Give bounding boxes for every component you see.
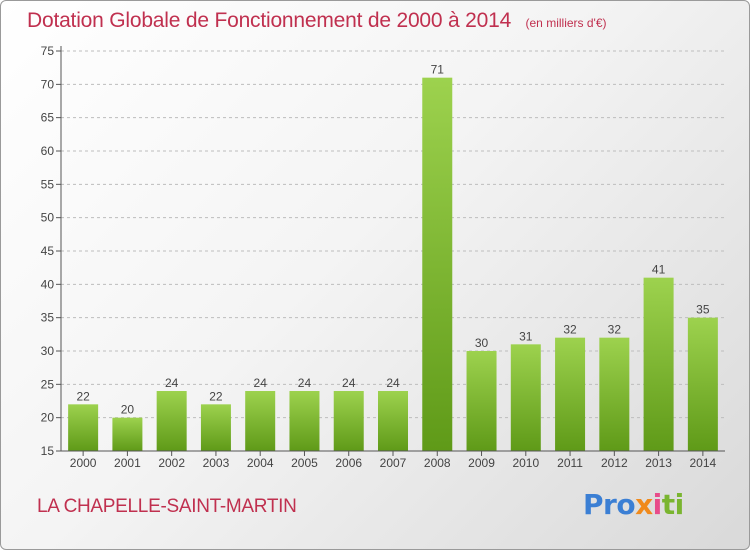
bar xyxy=(510,344,541,451)
x-tick-label: 2008 xyxy=(424,456,451,470)
axes: 15 20 25 30 35 40 45 50 55 60 65 70 75 2000 2001 2002 20… xyxy=(41,44,725,470)
chart-units: (en milliers d'€) xyxy=(525,16,607,30)
x-tick-label: 2010 xyxy=(512,456,539,470)
bar xyxy=(599,337,630,451)
value-label: 24 xyxy=(386,376,400,390)
chart-title: Dotation Globale de Fonctionnement de 20… xyxy=(27,9,512,32)
value-label: 71 xyxy=(431,63,445,77)
x-tick-label: 2006 xyxy=(335,456,362,470)
y-tick-label: 65 xyxy=(41,111,55,125)
bar xyxy=(643,277,674,451)
logo-letters-ti: ti xyxy=(661,488,684,521)
bar xyxy=(466,351,497,451)
y-tick-label: 40 xyxy=(41,277,55,291)
x-tick-label: 2011 xyxy=(557,456,583,470)
x-tick-label: 2000 xyxy=(70,456,97,470)
value-label: 24 xyxy=(254,376,268,390)
x-tick-label: 2009 xyxy=(468,456,495,470)
x-tick-label: 2004 xyxy=(247,456,274,470)
bar xyxy=(156,391,187,451)
y-tick-label: 30 xyxy=(41,344,55,358)
value-label: 24 xyxy=(165,376,179,390)
x-tick-label: 2005 xyxy=(291,456,318,470)
y-tick-label: 60 xyxy=(41,144,55,158)
logo-letter-x: x xyxy=(635,488,653,521)
value-label: 32 xyxy=(563,323,577,337)
value-label: 20 xyxy=(121,403,135,417)
logo-letters-pro: Pro xyxy=(583,488,636,521)
bar xyxy=(378,391,408,451)
x-tick-label: 2014 xyxy=(690,456,717,470)
value-label: 35 xyxy=(696,303,710,317)
bar xyxy=(555,337,586,451)
bar xyxy=(289,391,320,451)
y-tick-label: 35 xyxy=(41,311,55,325)
x-tick-label: 2001 xyxy=(114,456,141,470)
value-label: 24 xyxy=(298,376,312,390)
proxiti-logo[interactable]: Proxiti xyxy=(583,488,684,521)
bar xyxy=(422,77,453,452)
x-tick-label: 2013 xyxy=(645,456,672,470)
y-tick-label: 45 xyxy=(41,244,55,258)
x-tick-label: 2003 xyxy=(203,456,230,470)
logo-letter-i: i xyxy=(652,488,663,521)
y-tick-label: 15 xyxy=(41,444,55,458)
x-tick-label: 2007 xyxy=(380,456,407,470)
bar xyxy=(200,404,231,451)
value-label: 31 xyxy=(519,329,533,343)
title-row: Dotation Globale de Fonctionnement de 20… xyxy=(27,9,607,33)
value-label: 30 xyxy=(475,336,489,350)
commune-name: LA CHAPELLE-SAINT-MARTIN xyxy=(37,496,297,517)
x-tick-label: 2012 xyxy=(601,456,628,470)
bar xyxy=(333,391,364,451)
y-tick-label: 55 xyxy=(41,177,55,191)
value-label: 41 xyxy=(652,263,666,277)
y-tick-label: 25 xyxy=(41,377,55,391)
y-tick-label: 20 xyxy=(41,411,55,425)
bar xyxy=(687,317,718,451)
bars: 22 20 24 22 24 24 24 24 71 30 31 32 32 41 35 xyxy=(68,63,718,452)
bar xyxy=(68,404,99,451)
bar xyxy=(245,391,276,451)
x-tick-label: 2002 xyxy=(158,456,185,470)
value-label: 22 xyxy=(76,389,90,403)
y-tick-label: 70 xyxy=(41,77,55,91)
bar xyxy=(112,417,143,451)
value-label: 22 xyxy=(209,389,223,403)
value-label: 32 xyxy=(608,323,622,337)
y-tick-label: 50 xyxy=(41,211,55,225)
y-tick-label: 75 xyxy=(41,44,55,58)
value-label: 24 xyxy=(342,376,356,390)
